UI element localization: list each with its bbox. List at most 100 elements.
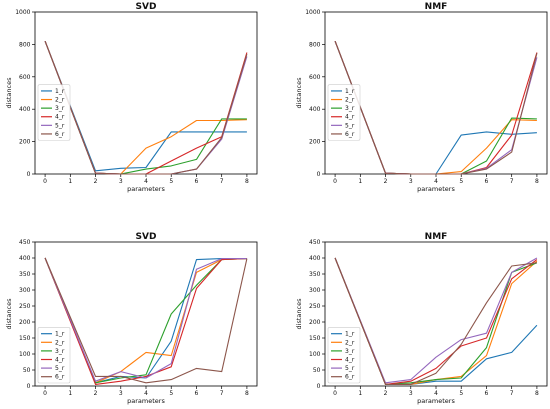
- x-tick-label: 6: [485, 178, 489, 185]
- series-line-2_r: [44, 257, 247, 384]
- legend-entry: 1_r: [345, 331, 355, 338]
- y-tick-label: 1000: [15, 9, 30, 16]
- y-tick-label: 600: [19, 74, 31, 81]
- y-tick-label: 300: [19, 287, 31, 294]
- x-tick-label: 2: [94, 390, 98, 397]
- legend-entry: 2_r: [345, 97, 355, 104]
- legend-entry: 4_r: [345, 114, 355, 121]
- y-tick-label: 450: [19, 239, 31, 246]
- chart-title: NMF: [425, 2, 448, 12]
- chart-title: SVD: [136, 232, 157, 242]
- legend-entry: 5_r: [345, 122, 355, 129]
- y-tick-label: 400: [309, 106, 321, 113]
- x-tick-label: 8: [245, 390, 249, 397]
- y-tick-label: 50: [23, 367, 31, 374]
- y-tick-label: 400: [309, 255, 321, 262]
- x-axis-label: parameters: [127, 397, 165, 405]
- chart-title: SVD: [136, 2, 157, 12]
- y-tick-label: 50: [313, 367, 321, 374]
- x-axis-label: parameters: [417, 397, 455, 405]
- legend-entry: 1_r: [345, 88, 355, 95]
- legend-entry: 2_r: [55, 339, 65, 346]
- series-line-4_r: [334, 257, 538, 385]
- series-line-5_r: [44, 41, 248, 175]
- y-tick-label: 100: [19, 351, 31, 358]
- y-tick-label: 400: [19, 106, 31, 113]
- x-tick-label: 1: [358, 178, 362, 185]
- legend-entry: 5_r: [345, 365, 355, 372]
- legend-entry: 4_r: [55, 114, 65, 121]
- y-tick-label: 350: [19, 271, 31, 278]
- y-tick-label: 0: [27, 383, 31, 390]
- series-line-1_r: [44, 257, 247, 384]
- y-axis-label: distances: [295, 298, 303, 330]
- legend-entry: 3_r: [345, 105, 355, 112]
- series-line-5_r: [334, 257, 538, 384]
- legend-entry: 1_r: [55, 88, 65, 95]
- x-tick-label: 5: [169, 178, 173, 185]
- series-line-4_r: [44, 41, 248, 175]
- legend-entry: 6_r: [345, 131, 355, 138]
- series-line-6_r: [334, 257, 537, 385]
- series-line-3_r: [44, 257, 247, 384]
- series-line-5_r: [334, 41, 538, 175]
- series-line-1_r: [334, 257, 538, 385]
- y-tick-label: 150: [309, 335, 321, 342]
- series-line-5_r: [44, 257, 247, 382]
- x-tick-label: 2: [384, 390, 388, 397]
- y-tick-label: 250: [309, 303, 321, 310]
- chart-panel-3: SVD 0 1 2 3 4 5 6 7 8 0 50 100 150 200 250 300 350 400 450 p…: [5, 232, 258, 405]
- legend-entry: 3_r: [345, 348, 355, 355]
- x-tick-label: 4: [144, 390, 148, 397]
- x-tick-label: 8: [245, 178, 249, 185]
- x-tick-label: 3: [409, 178, 413, 185]
- legend-entry: 6_r: [55, 131, 65, 138]
- legend-entry: 2_r: [55, 97, 65, 104]
- chart-panel-4: NMF 0 1 2 3 4 5 6 7 8 0 50 100 150 200 250 300 350 400 450 p…: [295, 232, 548, 405]
- x-tick-label: 6: [485, 390, 489, 397]
- x-tick-label: 7: [220, 390, 224, 397]
- legend-entry: 6_r: [55, 374, 65, 381]
- x-tick-label: 6: [195, 390, 199, 397]
- y-tick-label: 0: [317, 383, 321, 390]
- x-tick-label: 7: [220, 178, 224, 185]
- x-tick-label: 8: [535, 178, 539, 185]
- x-tick-label: 5: [459, 178, 463, 185]
- y-tick-label: 200: [309, 139, 321, 146]
- x-tick-label: 5: [169, 390, 173, 397]
- legend-entry: 2_r: [345, 339, 355, 346]
- legend-entry: 5_r: [55, 122, 65, 129]
- series-line-6_r: [44, 257, 248, 384]
- legend-entry: 4_r: [55, 357, 65, 364]
- y-tick-label: 800: [19, 41, 31, 48]
- x-tick-label: 3: [119, 390, 123, 397]
- y-tick-label: 600: [309, 74, 321, 81]
- chart-title: NMF: [425, 232, 448, 242]
- y-axis-label: distances: [5, 77, 13, 109]
- y-tick-label: 1000: [305, 9, 320, 16]
- legend-entry: 3_r: [55, 348, 65, 355]
- x-tick-label: 0: [43, 178, 47, 185]
- y-tick-label: 400: [19, 255, 31, 262]
- y-tick-label: 800: [309, 41, 321, 48]
- x-tick-label: 1: [358, 390, 362, 397]
- series-line-3_r: [334, 257, 538, 385]
- y-tick-label: 200: [19, 139, 31, 146]
- series-line-1_r: [44, 41, 247, 172]
- series-line-4_r: [44, 257, 247, 385]
- series-line-6_r: [44, 41, 248, 175]
- chart-panel-1: SVD 0 1 2 3 4 5 6 7 8 0 200 400 600 800 1000 parameters d…: [5, 2, 258, 193]
- x-tick-label: 3: [409, 390, 413, 397]
- legend-entry: 1_r: [55, 331, 65, 338]
- x-tick-label: 0: [43, 390, 47, 397]
- x-tick-label: 0: [333, 390, 337, 397]
- y-tick-label: 200: [309, 319, 321, 326]
- x-axis-label: parameters: [417, 185, 455, 193]
- y-tick-label: 250: [19, 303, 31, 310]
- y-tick-label: 350: [309, 271, 321, 278]
- x-tick-label: 8: [535, 390, 539, 397]
- x-tick-label: 0: [333, 178, 337, 185]
- x-tick-label: 6: [195, 178, 199, 185]
- y-tick-label: 150: [19, 335, 31, 342]
